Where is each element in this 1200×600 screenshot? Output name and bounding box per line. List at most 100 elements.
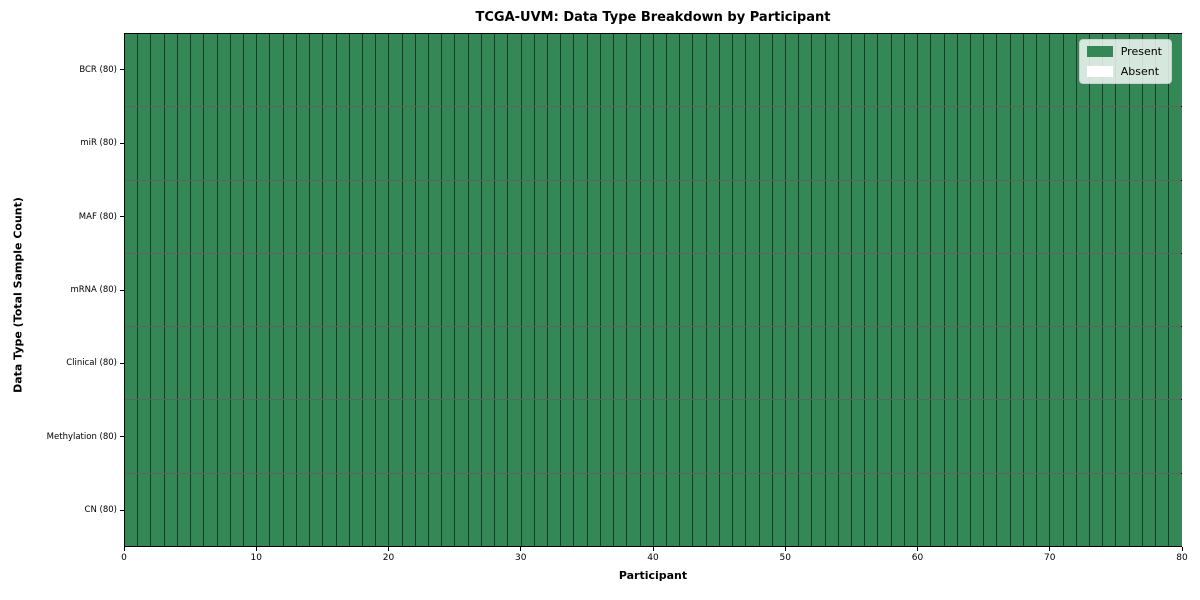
y-tick-label: miR (80) <box>80 138 117 149</box>
heatmap-cell <box>257 34 271 107</box>
heatmap-cell <box>865 253 879 327</box>
heatmap-cell <box>653 253 667 327</box>
heatmap-cell <box>1010 253 1024 327</box>
heatmap-cell <box>548 180 562 253</box>
heatmap-cell <box>442 473 456 546</box>
heatmap-cell <box>1103 180 1117 253</box>
heatmap-cell <box>125 400 139 473</box>
heatmap-cell <box>1169 400 1182 473</box>
heatmap-cell <box>1023 180 1038 253</box>
heatmap-cell <box>1089 473 1104 546</box>
heatmap-cell <box>1089 327 1104 400</box>
heatmap-cell <box>468 400 482 473</box>
heatmap-row <box>125 400 1182 474</box>
heatmap-cell <box>1063 473 1077 546</box>
heatmap-cell <box>984 34 998 107</box>
heatmap-cell <box>957 34 971 107</box>
heatmap-cell <box>957 473 971 546</box>
heatmap-cell <box>918 107 932 180</box>
heatmap-cell <box>217 400 231 473</box>
heatmap-cell <box>191 253 205 327</box>
heatmap-cell <box>957 400 971 473</box>
heatmap-cell <box>891 473 905 546</box>
heatmap-cell <box>627 253 641 327</box>
heatmap-cell <box>191 34 205 107</box>
heatmap-cell <box>257 400 271 473</box>
heatmap-cell <box>1050 327 1064 400</box>
heatmap-cell <box>852 34 866 107</box>
heatmap-cell <box>627 34 641 107</box>
heatmap-cell <box>1010 473 1024 546</box>
heatmap-cell <box>296 253 311 327</box>
heatmap-cell <box>323 473 337 546</box>
x-tick-label: 0 <box>121 553 127 563</box>
heatmap-cell <box>270 34 284 107</box>
heatmap-cell <box>878 400 892 473</box>
heatmap-cell <box>1037 34 1051 107</box>
heatmap-cell <box>719 473 734 546</box>
heatmap-cell <box>508 400 522 473</box>
heatmap-cell <box>825 253 839 327</box>
heatmap-cell <box>402 180 416 253</box>
heatmap-cell <box>376 107 390 180</box>
heatmap-cell <box>799 107 813 180</box>
heatmap-cell <box>270 327 284 400</box>
heatmap-cell <box>957 253 971 327</box>
heatmap-cell <box>402 34 416 107</box>
heatmap-cell <box>984 327 998 400</box>
heatmap-cell <box>944 180 958 253</box>
heatmap-cell <box>349 473 363 546</box>
heatmap-cell <box>957 107 971 180</box>
heatmap-cell <box>812 473 826 546</box>
heatmap-cell <box>653 473 667 546</box>
heatmap-cell <box>495 107 509 180</box>
heatmap-cell <box>468 34 482 107</box>
heatmap-cell <box>931 34 945 107</box>
heatmap-cell <box>600 180 615 253</box>
heatmap-cell <box>455 327 469 400</box>
heatmap-cell <box>561 107 575 180</box>
heatmap-cell <box>455 34 469 107</box>
heatmap-cell <box>574 253 588 327</box>
heatmap-cell <box>442 107 456 180</box>
heatmap-cell <box>1023 400 1038 473</box>
heatmap-cell <box>204 107 218 180</box>
heatmap-cell <box>746 180 760 253</box>
x-tick-label: 50 <box>779 553 791 563</box>
heatmap-cell <box>1129 400 1143 473</box>
heatmap-cell <box>495 180 509 253</box>
heatmap-cell <box>442 400 456 473</box>
heatmap-cell <box>680 473 694 546</box>
heatmap-cell <box>283 327 297 400</box>
heatmap-cell <box>521 327 535 400</box>
heatmap-cell <box>310 107 324 180</box>
heatmap-cell <box>640 107 654 180</box>
heatmap-cell <box>746 327 760 400</box>
y-tick-label: MAF (80) <box>78 211 117 222</box>
heatmap-cell <box>323 180 337 253</box>
heatmap-cell <box>442 253 456 327</box>
heatmap-cell <box>865 473 879 546</box>
heatmap-cell <box>1156 180 1170 253</box>
heatmap-cell <box>772 400 786 473</box>
heatmap-cell <box>785 473 800 546</box>
heatmap-cell <box>1037 180 1051 253</box>
heatmap-cell <box>455 253 469 327</box>
heatmap-cell <box>442 327 456 400</box>
heatmap-cell <box>561 253 575 327</box>
heatmap-cell <box>825 34 839 107</box>
heatmap-cell <box>1169 253 1182 327</box>
heatmap-cell <box>1142 327 1157 400</box>
heatmap-cell <box>362 400 377 473</box>
heatmap-cell <box>600 34 615 107</box>
heatmap-cell <box>706 327 720 400</box>
heatmap-cell <box>666 253 681 327</box>
heatmap-cell <box>455 473 469 546</box>
heatmap-cell <box>336 400 350 473</box>
heatmap-cell <box>759 400 773 473</box>
heatmap-cell <box>376 400 390 473</box>
heatmap-cell <box>336 473 350 546</box>
heatmap-cell <box>680 327 694 400</box>
heatmap-cell <box>1076 327 1090 400</box>
heatmap-row <box>125 473 1182 546</box>
